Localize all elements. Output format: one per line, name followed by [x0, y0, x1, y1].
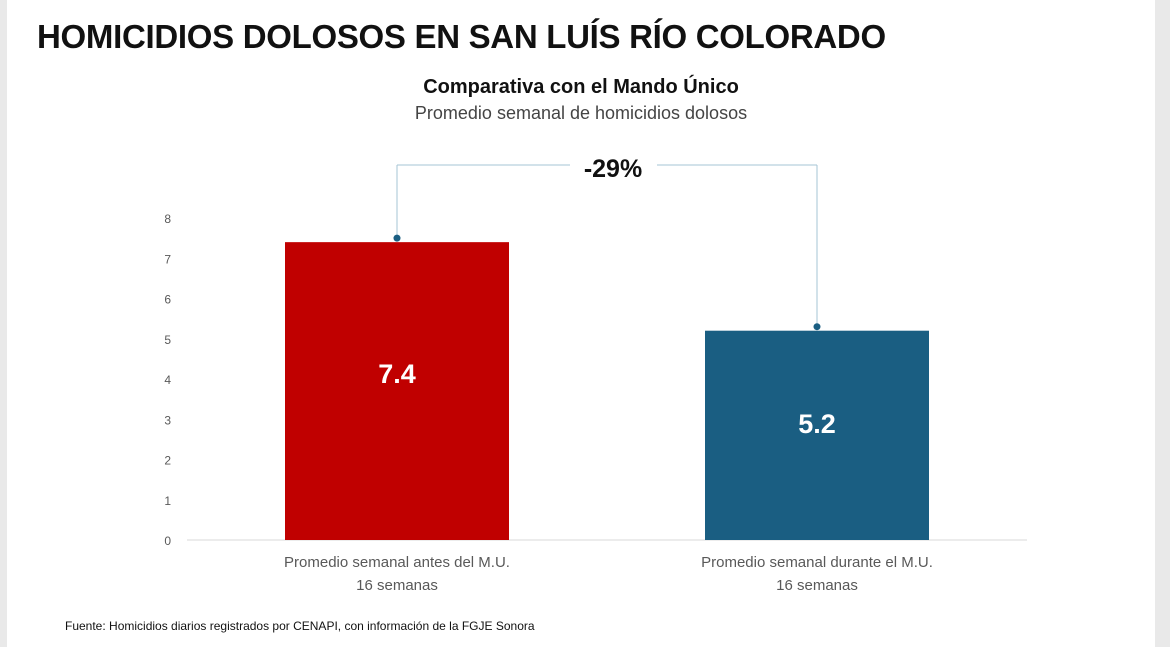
y-tick-label: 2 [164, 454, 171, 468]
y-tick-label: 0 [164, 534, 171, 548]
y-tick-label: 5 [164, 333, 171, 347]
bar [285, 242, 509, 540]
bracket-dot [393, 234, 401, 242]
bar-value-label: 7.4 [378, 359, 416, 389]
x-category-label: Promedio semanal antes del M.U. [284, 554, 510, 571]
y-tick-label: 1 [164, 494, 171, 508]
y-tick-label: 4 [164, 373, 171, 387]
chart-title: Comparativa con el Mando Único [423, 76, 739, 98]
y-tick-label: 7 [164, 252, 171, 266]
bar-value-label: 5.2 [798, 409, 836, 439]
page-title: HOMICIDIOS DOLOSOS EN SAN LUÍS RÍO COLOR… [37, 18, 886, 55]
source-note: Fuente: Homicidios diarios registrados p… [65, 619, 535, 633]
y-tick-label: 8 [164, 212, 171, 226]
bar [705, 330, 929, 540]
x-category-label: 16 semanas [356, 577, 438, 594]
y-tick-label: 3 [164, 413, 171, 427]
chart-subtitle: Promedio semanal de homicidios dolosos [414, 103, 748, 123]
bar-chart: 0 1 2 3 4 5 6 7 8 7.4 Promedio semanal antes del M… [164, 155, 1027, 594]
y-tick-label: 6 [164, 293, 171, 307]
slide: HOMICIDIOS DOLOSOS EN SAN LUÍS RÍO COLOR… [7, 0, 1155, 647]
bracket-dot [813, 323, 821, 331]
change-percent-label: -29% [584, 155, 642, 183]
x-category-label: Promedio semanal durante el M.U. [701, 554, 933, 571]
x-category-label: 16 semanas [776, 577, 858, 594]
